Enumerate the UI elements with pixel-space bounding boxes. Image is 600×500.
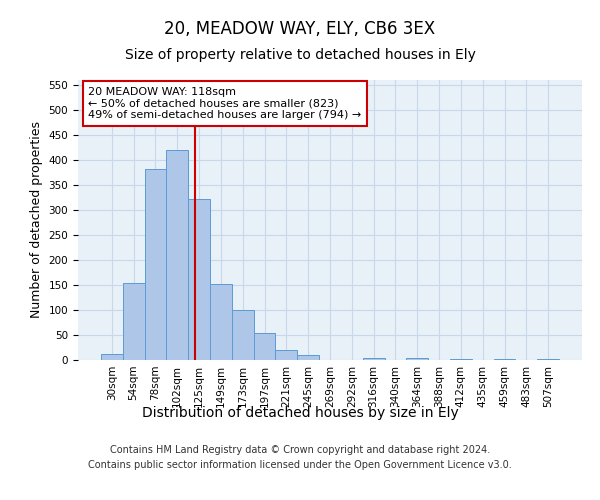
Text: 20, MEADOW WAY, ELY, CB6 3EX: 20, MEADOW WAY, ELY, CB6 3EX bbox=[164, 20, 436, 38]
Bar bbox=[450, 358, 472, 360]
Y-axis label: Number of detached properties: Number of detached properties bbox=[30, 122, 43, 318]
Bar bbox=[363, 358, 385, 360]
Bar bbox=[210, 284, 232, 360]
Bar bbox=[188, 199, 210, 360]
Text: 20 MEADOW WAY: 118sqm
← 50% of detached houses are smaller (823)
49% of semi-det: 20 MEADOW WAY: 118sqm ← 50% of detached … bbox=[88, 87, 361, 120]
Bar bbox=[537, 358, 559, 360]
Bar bbox=[494, 358, 515, 360]
Bar bbox=[406, 358, 428, 360]
Text: Contains HM Land Registry data © Crown copyright and database right 2024.
Contai: Contains HM Land Registry data © Crown c… bbox=[88, 445, 512, 470]
Bar bbox=[166, 150, 188, 360]
Bar bbox=[101, 354, 123, 360]
Text: Distribution of detached houses by size in Ely: Distribution of detached houses by size … bbox=[142, 406, 458, 419]
Text: Size of property relative to detached houses in Ely: Size of property relative to detached ho… bbox=[125, 48, 475, 62]
Bar bbox=[145, 168, 166, 360]
Bar bbox=[297, 355, 319, 360]
Bar bbox=[123, 282, 145, 360]
Bar bbox=[232, 310, 254, 360]
Bar bbox=[275, 350, 297, 360]
Bar bbox=[254, 332, 275, 360]
